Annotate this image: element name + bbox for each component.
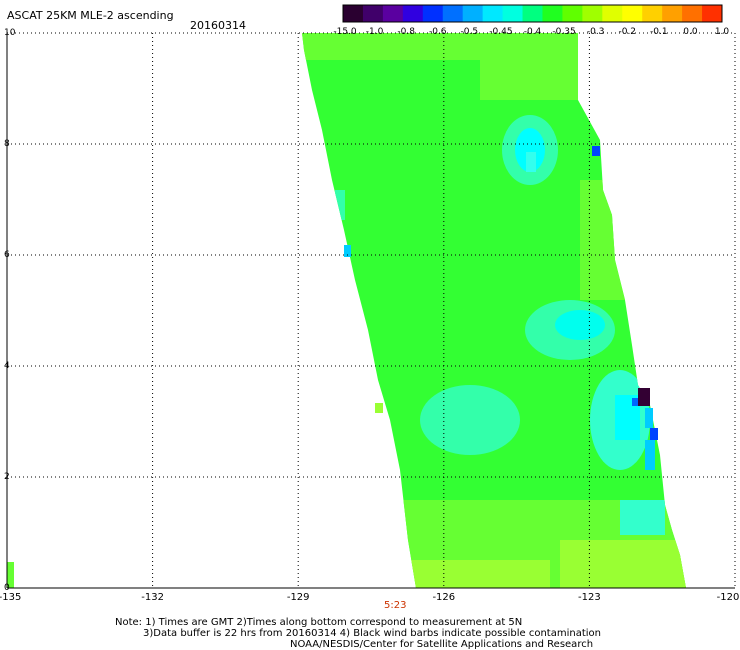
- note-line-2: 3)Data buffer is 22 hrs from 20160314 4)…: [143, 628, 601, 639]
- colorbar-segment: [702, 5, 723, 22]
- colorbar-label: -0.6: [428, 27, 447, 37]
- y-tick-label: 4: [4, 361, 10, 371]
- colorbar-segment: [362, 5, 384, 22]
- note-line-3: NOAA/NESDIS/Center for Satellite Applica…: [290, 639, 594, 650]
- edge-pixel: [638, 388, 650, 406]
- colorbar-segment: [622, 5, 643, 22]
- colorbar-segment: [682, 5, 703, 22]
- colorbar-segment: [422, 5, 444, 22]
- colorbar-outline: [342, 4, 723, 23]
- colorbar-label: -1.0: [365, 27, 384, 37]
- edge-pixel: [592, 146, 600, 156]
- colorbar-label: -0.1: [650, 27, 668, 37]
- colorbar-label: -0.4: [523, 27, 542, 37]
- x-tick-label: -135: [0, 592, 22, 603]
- colorbar-label: -0.35: [552, 27, 576, 37]
- colorbar-segment: [482, 5, 504, 22]
- y-tick-label: 6: [4, 250, 10, 260]
- edge-pixel: [344, 245, 351, 257]
- map-date: 20160314: [190, 19, 246, 32]
- colorbar: [342, 4, 723, 23]
- colorbar-segment: [562, 5, 583, 22]
- edge-pixel: [632, 398, 638, 406]
- corner-data: [7, 562, 14, 588]
- colorbar-label: -15.0: [333, 27, 357, 37]
- colorbar-segment: [662, 5, 683, 22]
- colorbar-label: 0.0: [683, 27, 698, 37]
- colorbar-segment: [602, 5, 623, 22]
- x-tick-label: -123: [578, 592, 601, 603]
- colorbar-label: -0.8: [397, 27, 415, 37]
- note-line-1: Note: 1) Times are GMT 2)Times along bot…: [115, 617, 523, 628]
- x-tick-label: -132: [141, 592, 164, 603]
- edge-pixel: [645, 408, 653, 428]
- colorbar-segment: [442, 5, 464, 22]
- y-tick-label: 2: [4, 472, 10, 482]
- colorbar-segment: [402, 5, 424, 22]
- colorbar-segment: [502, 5, 524, 22]
- colorbar-label: -0.3: [586, 27, 605, 37]
- y-tick-label: 10: [4, 28, 16, 38]
- y-tick-label: 0: [4, 583, 10, 593]
- colorbar-label: -0.45: [489, 27, 513, 37]
- map-title: ASCAT 25KM MLE-2 ascending: [7, 9, 174, 22]
- edge-pixel: [645, 440, 655, 470]
- colorbar-segment: [582, 5, 603, 22]
- colorbar-label: -0.2: [618, 27, 637, 37]
- y-tick-label: 8: [4, 139, 10, 149]
- colorbar-label: 1.0: [714, 27, 730, 37]
- colorbar-segment: [642, 5, 663, 22]
- x-tick-label: -120: [716, 592, 740, 603]
- colorbar-segment: [542, 5, 563, 22]
- gridlines: [7, 32, 736, 588]
- colorbar-label: -0.5: [460, 27, 479, 37]
- colorbar-segment: [382, 5, 404, 22]
- colorbar-segment: [522, 5, 543, 22]
- colorbar-segment: [343, 5, 364, 22]
- time-label: 5:23: [384, 600, 407, 611]
- swath: [302, 33, 686, 588]
- x-tick-label: -126: [432, 592, 456, 603]
- edge-pixel: [375, 403, 383, 413]
- edge-pixel: [650, 428, 658, 440]
- colorbar-segment: [462, 5, 484, 22]
- x-tick-label: -129: [286, 592, 310, 603]
